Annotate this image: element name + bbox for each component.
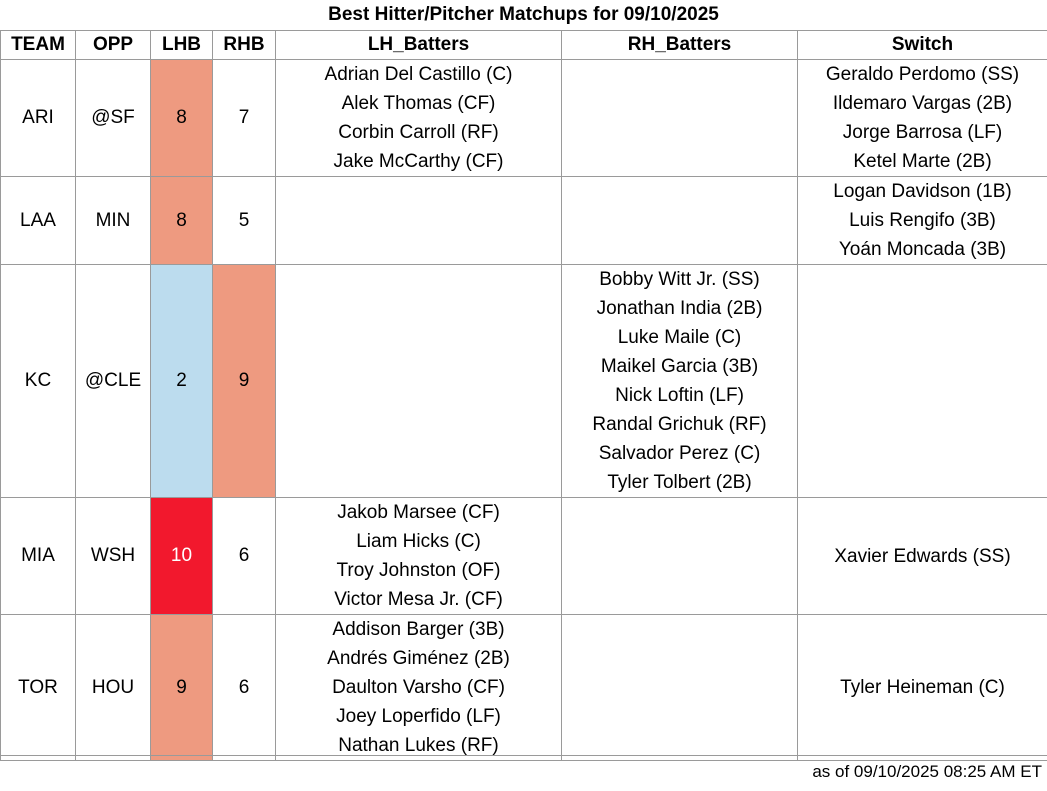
team-cell: MIA	[0, 497, 76, 615]
player-name: Corbin Carroll (RF)	[338, 122, 499, 143]
opponent-cell: HOU	[75, 614, 151, 761]
player-name: Xavier Edwards (SS)	[834, 545, 1011, 567]
opponent-cell: @CLE	[75, 264, 151, 498]
lhb-score: 8	[150, 59, 213, 177]
player-name: Jake McCarthy (CF)	[333, 151, 504, 172]
player-name: Jorge Barrosa (LF)	[842, 122, 1003, 143]
team-cell: ARI	[0, 59, 76, 177]
player-name: Geraldo Perdomo (SS)	[825, 64, 1020, 85]
rhb-score: 6	[212, 497, 276, 615]
table-body: ARI @SF 8 7 Adrian Del Castillo (C) Alek Thom…	[0, 59, 1047, 761]
rh-batters-cell	[561, 497, 798, 615]
header-team: TEAM	[0, 30, 76, 60]
rhb-score: 7	[212, 59, 276, 177]
sheet-title: Best Hitter/Pitcher Matchups for 09/10/2…	[328, 4, 719, 25]
player-name: Bobby Witt Jr. (SS)	[599, 269, 760, 290]
timestamp: as of 09/10/2025 08:25 AM ET	[812, 762, 1042, 781]
table-row: KC @CLE 2 9 Bobby Witt Jr. (SS) Jonathan Indi…	[0, 264, 1047, 498]
header-rh-batters: RH_Batters	[561, 30, 798, 60]
lhb-score: 10	[150, 497, 213, 615]
rhb-score: 5	[212, 176, 276, 265]
player-name: Tyler Heineman (C)	[840, 677, 1005, 698]
header-switch: Switch	[797, 30, 1047, 60]
player-name: Maikel Garcia (3B)	[600, 356, 759, 377]
player-name: Victor Mesa Jr. (CF)	[334, 589, 503, 610]
player-name: Nathan Lukes (RF)	[338, 735, 499, 756]
lhb-score: 9	[150, 614, 213, 761]
switch-cell: Geraldo Perdomo (SS) Ildemaro Vargas (2B)…	[797, 59, 1047, 177]
header-lh-batters: LH_Batters	[275, 30, 562, 60]
matchup-table: TEAM OPP LHB RHB LH_Batters RH_Batters S…	[0, 30, 1047, 761]
table-row: ARI @SF 8 7 Adrian Del Castillo (C) Alek Thom…	[0, 59, 1047, 177]
team-cell: KC	[0, 264, 76, 498]
player-name: Ildemaro Vargas (2B)	[832, 93, 1013, 114]
player-name: Daulton Varsho (CF)	[332, 677, 505, 698]
rhb-score: 9	[212, 264, 276, 498]
lhb-score: 2	[150, 264, 213, 498]
opponent-cell: @SF	[75, 59, 151, 177]
player-name: Andrés Giménez (2B)	[327, 648, 510, 669]
player-name: Adrian Del Castillo (C)	[324, 64, 513, 85]
lh-batters-cell: Addison Barger (3B) Andrés Giménez (2B) Da…	[275, 614, 562, 761]
switch-cell	[797, 264, 1047, 498]
rh-batters-cell	[561, 614, 798, 761]
player-name: Alek Thomas (CF)	[341, 93, 496, 114]
lh-batters-cell	[275, 264, 562, 498]
player-name: Ketel Marte (2B)	[853, 151, 992, 172]
player-name: Troy Johnston (OF)	[336, 560, 501, 581]
lhb-score: 8	[150, 176, 213, 265]
header-lhb: LHB	[150, 30, 213, 60]
player-name: Jakob Marsee (CF)	[337, 502, 500, 523]
switch-cell: Xavier Edwards (SS)	[797, 497, 1047, 615]
player-name: Tyler Tolbert (2B)	[607, 472, 752, 493]
player-name: Luke Maile (C)	[617, 327, 742, 348]
opponent-cell: MIN	[75, 176, 151, 265]
opponent-cell: WSH	[75, 497, 151, 615]
player-name: Addison Barger (3B)	[332, 619, 505, 640]
player-name: Randal Grichuk (RF)	[592, 414, 767, 435]
table-row: MIA WSH 10 6 Jakob Marsee (CF) Liam Hicks (C)…	[0, 497, 1047, 615]
player-name: Nick Loftin (LF)	[615, 385, 744, 406]
player-name: Salvador Perez (C)	[598, 443, 761, 464]
lh-batters-cell: Jakob Marsee (CF) Liam Hicks (C) Troy John…	[275, 497, 562, 615]
footer-bar: as of 09/10/2025 08:25 AM ET	[0, 755, 1047, 791]
player-name: Joey Loperfido (LF)	[336, 706, 501, 727]
lh-batters-cell	[275, 176, 562, 265]
rh-batters-cell: Bobby Witt Jr. (SS) Jonathan India (2B) Lu…	[561, 264, 798, 498]
rh-batters-cell	[561, 59, 798, 177]
player-name: Yoán Moncada (3B)	[838, 239, 1007, 260]
player-name: Jonathan India (2B)	[596, 298, 763, 319]
rhb-score: 6	[212, 614, 276, 761]
switch-cell: Logan Davidson (1B) Luis Rengifo (3B) Yoán…	[797, 176, 1047, 265]
rh-batters-cell	[561, 176, 798, 265]
header-row: TEAM OPP LHB RHB LH_Batters RH_Batters S…	[0, 30, 1047, 60]
lh-batters-cell: Adrian Del Castillo (C) Alek Thomas (CF) C…	[275, 59, 562, 177]
player-name: Luis Rengifo (3B)	[849, 210, 996, 231]
team-cell: LAA	[0, 176, 76, 265]
player-name: Liam Hicks (C)	[356, 531, 481, 552]
switch-cell: Tyler Heineman (C)	[797, 614, 1047, 761]
header-opp: OPP	[75, 30, 151, 60]
player-name: Logan Davidson (1B)	[833, 181, 1012, 202]
team-cell: TOR	[0, 614, 76, 761]
table-row: TOR HOU 9 6 Addison Barger (3B) Andrés Giméne…	[0, 614, 1047, 761]
table-row: LAA MIN 8 5 Logan Davidson (1B) Luis Rengifo …	[0, 176, 1047, 265]
header-rhb: RHB	[212, 30, 276, 60]
